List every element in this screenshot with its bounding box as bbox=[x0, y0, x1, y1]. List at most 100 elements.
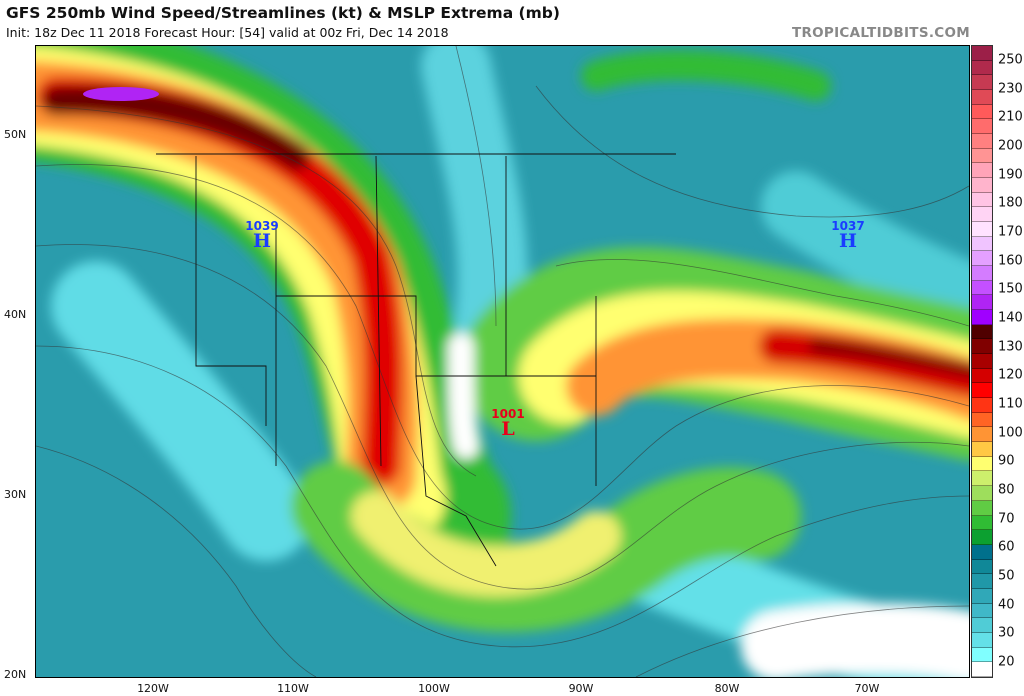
pressure-value: 1037 bbox=[831, 219, 865, 233]
colorbar-band bbox=[972, 207, 992, 223]
colorbar bbox=[971, 45, 993, 678]
colorbar-label: 200 bbox=[998, 138, 1023, 154]
colorbar-label: 110 bbox=[998, 396, 1023, 412]
calm-region-east bbox=[761, 171, 969, 331]
lon-label: 70W bbox=[854, 682, 880, 695]
colorbar-band bbox=[972, 339, 992, 355]
colorbar-band bbox=[972, 486, 992, 501]
colorbar-band bbox=[972, 295, 992, 311]
colorbar-band bbox=[972, 559, 992, 575]
low-symbol: L bbox=[501, 418, 515, 440]
colorbar-band bbox=[972, 310, 992, 325]
high-pressure-center: 1039 H bbox=[245, 220, 278, 251]
colorbar-band bbox=[972, 632, 992, 648]
colorbar-band bbox=[972, 90, 992, 105]
colorbar-label: 40 bbox=[998, 597, 1015, 613]
colorbar-band bbox=[972, 163, 992, 179]
colorbar-label: 100 bbox=[998, 425, 1023, 441]
lat-label: 30N bbox=[4, 488, 27, 501]
wind-speed-map bbox=[35, 45, 970, 678]
colorbar-band bbox=[972, 412, 992, 428]
southern-arc-yellow bbox=[351, 491, 621, 597]
southeast-white-area bbox=[741, 603, 969, 677]
lat-label: 50N bbox=[4, 128, 27, 141]
colorbar-band bbox=[972, 383, 992, 399]
colorbar-label: 160 bbox=[998, 253, 1023, 269]
colorbar-band bbox=[972, 324, 992, 340]
colorbar-band bbox=[972, 530, 992, 545]
colorbar-band bbox=[972, 236, 992, 252]
colorbar-band bbox=[972, 442, 992, 457]
colorbar-label: 190 bbox=[998, 167, 1023, 183]
high-symbol: H bbox=[253, 230, 271, 252]
lon-label: 110W bbox=[277, 682, 309, 695]
streamlines bbox=[36, 46, 969, 677]
colorbar-band bbox=[972, 280, 992, 296]
colorbar-label: 180 bbox=[998, 195, 1023, 211]
colorbar-band bbox=[972, 647, 992, 663]
pressure-value: 1039 bbox=[245, 219, 279, 233]
colorbar-band bbox=[972, 148, 992, 164]
colorbar-label: 90 bbox=[998, 453, 1015, 469]
lat-label: 20N bbox=[4, 668, 27, 681]
colorbar-label: 170 bbox=[998, 224, 1023, 240]
colorbar-band bbox=[972, 354, 992, 369]
colorbar-band bbox=[972, 192, 992, 208]
state-borders bbox=[156, 153, 676, 567]
trough-low-center bbox=[448, 333, 479, 459]
colorbar-label: 30 bbox=[998, 625, 1015, 641]
colorbar-band bbox=[972, 134, 992, 149]
colorbar-label: 120 bbox=[998, 367, 1023, 383]
calm-region-southwest bbox=[51, 261, 311, 561]
colorbar-band bbox=[972, 75, 992, 91]
northeast-green-patch bbox=[581, 50, 831, 101]
lat-label: 40N bbox=[4, 308, 27, 321]
colorbar-band bbox=[972, 662, 992, 677]
colorbar-label: 20 bbox=[998, 654, 1015, 670]
colorbar-band bbox=[972, 618, 992, 633]
lon-label: 80W bbox=[714, 682, 740, 695]
low-pressure-center: 1001 L bbox=[491, 408, 524, 439]
lon-label: 120W bbox=[137, 682, 169, 695]
wind-field bbox=[36, 46, 969, 677]
lon-label: 100W bbox=[418, 682, 450, 695]
watermark: TROPICALTIDBITS.COM bbox=[791, 25, 970, 41]
colorbar-band bbox=[972, 46, 992, 61]
colorbar-label: 210 bbox=[998, 109, 1023, 125]
colorbar-label: 130 bbox=[998, 339, 1023, 355]
high-symbol: H bbox=[839, 230, 857, 252]
colorbar-band bbox=[972, 104, 992, 120]
pressure-value: 1001 bbox=[491, 407, 525, 421]
colorbar-label: 50 bbox=[998, 568, 1015, 584]
colorbar-band bbox=[972, 515, 992, 531]
colorbar-band bbox=[972, 456, 992, 472]
colorbar-band bbox=[972, 178, 992, 193]
colorbar-label: 80 bbox=[998, 482, 1015, 498]
colorbar-label: 250 bbox=[998, 52, 1023, 68]
colorbar-band bbox=[972, 471, 992, 487]
colorbar-label: 230 bbox=[998, 81, 1023, 97]
colorbar-label: 60 bbox=[998, 539, 1015, 555]
colorbar-band bbox=[972, 574, 992, 589]
eastern-jet-core bbox=[809, 339, 969, 377]
colorbar-label: 140 bbox=[998, 310, 1023, 326]
colorbar-band bbox=[972, 544, 992, 560]
colorbar-label: 150 bbox=[998, 281, 1023, 297]
high-pressure-center: 1037 H bbox=[831, 220, 864, 251]
purple-max-wind-patch bbox=[83, 87, 159, 101]
colorbar-band bbox=[972, 222, 992, 237]
colorbar-band bbox=[972, 588, 992, 604]
western-jet-core bbox=[42, 86, 310, 170]
colorbar-band bbox=[972, 251, 992, 267]
chart-title: GFS 250mb Wind Speed/Streamlines (kt) & … bbox=[6, 4, 560, 22]
colorbar-band bbox=[972, 398, 992, 413]
lon-label: 90W bbox=[568, 682, 594, 695]
colorbar-band bbox=[972, 603, 992, 619]
colorbar-band bbox=[972, 368, 992, 384]
colorbar-band bbox=[972, 60, 992, 76]
colorbar-band bbox=[972, 427, 992, 443]
colorbar-band bbox=[972, 119, 992, 135]
colorbar-band bbox=[972, 266, 992, 281]
chart-subtitle: Init: 18z Dec 11 2018 Forecast Hour: [54… bbox=[6, 25, 449, 40]
colorbar-band bbox=[972, 500, 992, 516]
